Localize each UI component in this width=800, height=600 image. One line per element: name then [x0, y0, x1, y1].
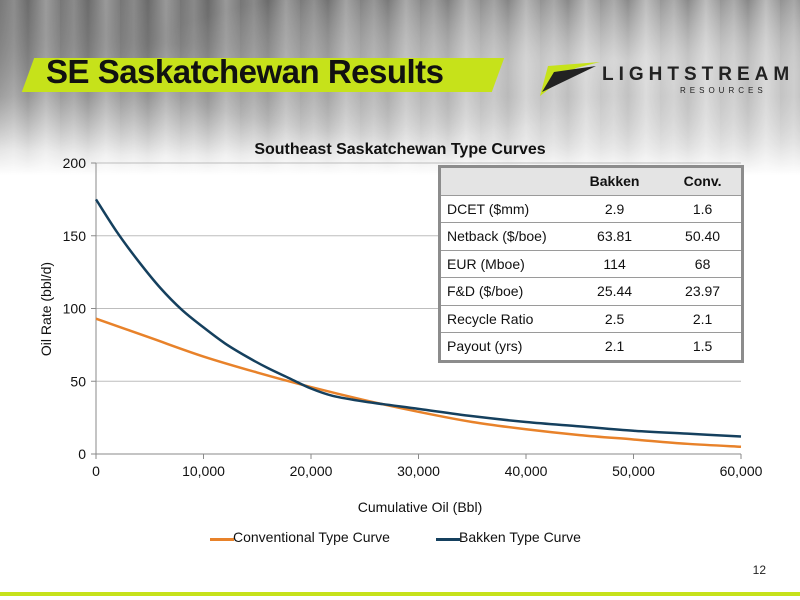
table-cell: 1.5 [664, 332, 743, 362]
table-row: Recycle Ratio 2.5 2.1 [439, 305, 743, 333]
x-axis-label: Cumulative Oil (Bbl) [358, 499, 482, 515]
legend-label: Bakken Type Curve [459, 529, 581, 545]
table-row: DCET ($mm) 2.9 1.6 [439, 195, 743, 223]
table-cell: 25.44 [565, 277, 665, 306]
y-tick-label: 0 [78, 446, 86, 462]
table-row-label: EUR (Mboe) [439, 250, 565, 278]
footer-accent-bar [0, 592, 800, 596]
y-axis-label: Oil Rate (bbl/d) [38, 262, 54, 356]
table-cell: 63.81 [565, 222, 665, 251]
company-logo: LIGHTSTREAM RESOURCES [540, 62, 789, 98]
logo-swoosh-icon [540, 62, 600, 96]
x-tick-label: 30,000 [397, 463, 440, 479]
table-cell: 68 [664, 250, 743, 278]
legend-swatch [436, 538, 460, 541]
x-tick-label: 0 [92, 463, 100, 479]
table-header-cell [439, 166, 565, 196]
table-cell: 2.5 [565, 305, 665, 333]
table-header-cell: Conv. [664, 166, 743, 196]
series-line-conventional [95, 317, 742, 448]
x-tick-label: 20,000 [290, 463, 333, 479]
logo-subtext: RESOURCES [680, 86, 767, 95]
y-tick-label: 100 [63, 301, 87, 317]
table-row-label: Payout (yrs) [439, 332, 565, 362]
chart-axes: 0 50 100 150 200 0 10,000 20,000 30,000 40,000 50,… [63, 155, 763, 479]
legend-swatch [210, 538, 234, 541]
page-number: 12 [752, 563, 766, 577]
table-cell: 2.1 [565, 332, 665, 362]
x-tick-label: 40,000 [505, 463, 548, 479]
chart-series [94, 198, 742, 448]
table-row: Payout (yrs) 2.1 1.5 [439, 332, 743, 362]
y-tick-label: 200 [63, 155, 87, 171]
table-cell: 2.1 [664, 305, 743, 333]
table-cell: 23.97 [664, 277, 743, 306]
economics-table: Bakken Conv. DCET ($mm) 2.9 1.6 Netback … [438, 165, 744, 363]
table-row-label: Netback ($/boe) [439, 222, 565, 251]
slide-title: SE Saskatchewan Results [46, 53, 444, 90]
table-row: Netback ($/boe) 63.81 50.40 [439, 222, 743, 251]
table-row-label: Recycle Ratio [439, 305, 565, 333]
table-row: F&D ($/boe) 25.44 23.97 [439, 277, 743, 306]
table-cell: 50.40 [664, 222, 743, 251]
x-tick-label: 10,000 [182, 463, 225, 479]
table-row-label: DCET ($mm) [439, 195, 565, 223]
table-cell: 114 [565, 250, 665, 278]
logo-wordmark: LIGHTSTREAM [602, 64, 795, 85]
legend-label: Conventional Type Curve [233, 529, 390, 545]
y-tick-label: 150 [63, 228, 87, 244]
table-header-cell: Bakken [565, 166, 665, 196]
x-tick-label: 50,000 [612, 463, 655, 479]
x-tick-label: 60,000 [720, 463, 763, 479]
table-row-label: F&D ($/boe) [439, 277, 565, 306]
table-row: EUR (Mboe) 114 68 [439, 250, 743, 278]
table-cell: 2.9 [565, 195, 665, 223]
table-header-row: Bakken Conv. [439, 166, 743, 196]
table-cell: 1.6 [664, 195, 743, 223]
series-line-bakken [94, 198, 742, 438]
y-tick-label: 50 [70, 373, 86, 389]
chart-title: Southeast Saskatchewan Type Curves [254, 141, 545, 158]
